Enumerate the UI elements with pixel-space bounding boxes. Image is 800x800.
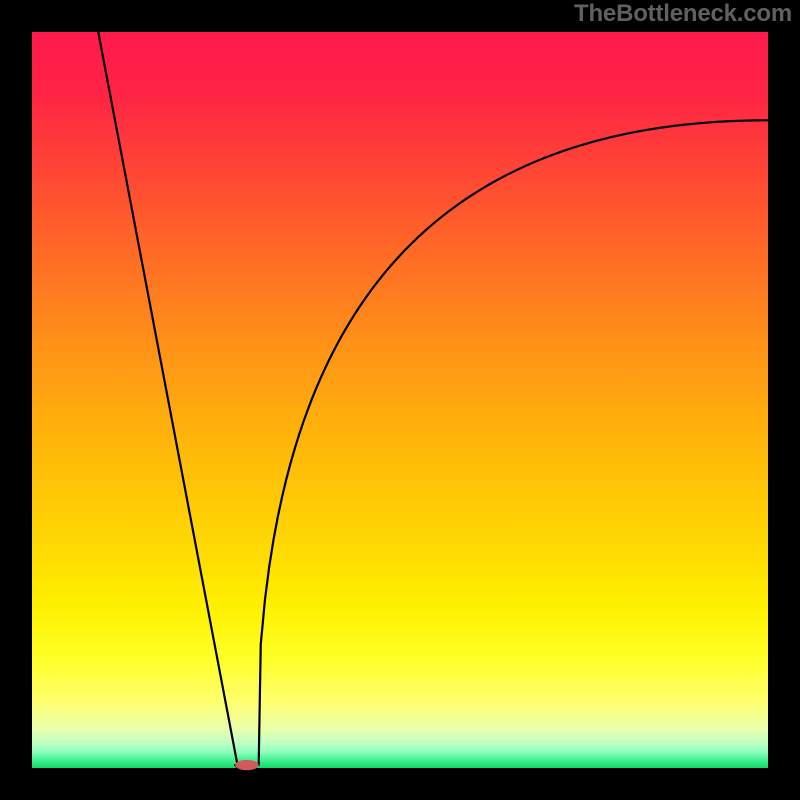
chart-container: TheBottleneck.com <box>0 0 800 800</box>
plot-area <box>32 32 768 770</box>
chart-svg <box>0 0 800 800</box>
curve-minimum-marker <box>235 760 259 770</box>
gradient-background <box>32 32 768 768</box>
watermark-text: TheBottleneck.com <box>574 0 792 28</box>
